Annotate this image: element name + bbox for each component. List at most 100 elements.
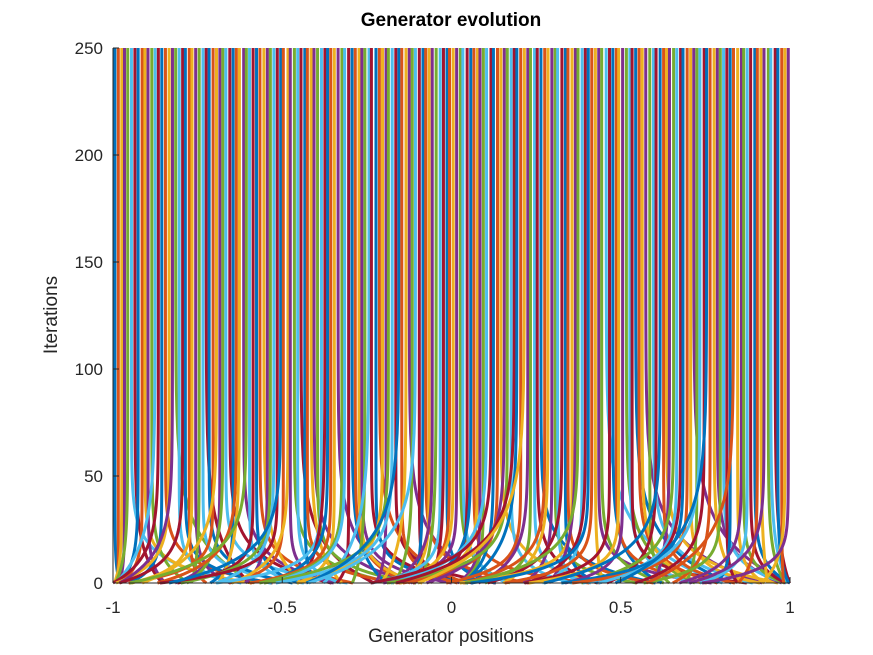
- y-tick-label: 200: [75, 146, 103, 165]
- generator-trajectory: [463, 48, 519, 585]
- generator-trajectory: [189, 48, 201, 584]
- generator-trajectory: [543, 48, 662, 585]
- generator-trajectory: [119, 48, 185, 585]
- generator-trajectory: [215, 48, 276, 585]
- y-tick-label: 150: [75, 253, 103, 272]
- x-tick-label: -0.5: [268, 598, 297, 617]
- generator-trajectory: [634, 48, 706, 585]
- generator-trajectory: [150, 48, 190, 585]
- generator-trajectory: [118, 48, 174, 585]
- generator-trajectory: [412, 48, 469, 585]
- generator-trajectory: [742, 48, 785, 585]
- y-axis: 0 50 100 150 200 250: [75, 39, 119, 593]
- generator-trajectory: [394, 48, 431, 585]
- generator-trajectory: [131, 48, 194, 585]
- generator-trajectory: [389, 48, 455, 585]
- generator-trajectory: [712, 48, 743, 585]
- generator-trajectory: [305, 48, 401, 585]
- generator-trajectory: [477, 48, 530, 585]
- generator-trajectory: [371, 48, 442, 585]
- generator-trajectory: [766, 48, 787, 584]
- x-axis: -1 -0.5 0 0.5 1: [105, 577, 795, 617]
- generator-trajectory: [216, 48, 241, 584]
- generator-trajectory: [305, 48, 401, 585]
- generator-trajectory: [634, 48, 732, 585]
- generator-trajectory: [350, 48, 388, 585]
- x-tick-label: 1: [785, 598, 794, 617]
- generator-trajectory: [267, 48, 347, 585]
- generator-trajectory: [228, 48, 285, 585]
- generator-trajectory: [374, 48, 469, 585]
- y-axis-label: Iterations: [41, 276, 62, 354]
- generator-trajectory: [541, 48, 584, 585]
- generator-trajectory: [382, 48, 459, 585]
- generator-trajectory: [370, 48, 493, 585]
- generator-trajectory: [678, 48, 743, 585]
- generator-trajectory: [180, 48, 272, 585]
- generator-trajectory: [699, 48, 749, 585]
- generator-trajectory: [648, 48, 671, 585]
- generator-trajectory: [459, 48, 574, 585]
- x-tick-label: 0.5: [609, 598, 633, 617]
- generator-trajectory: [263, 48, 330, 585]
- y-tick-label: 50: [84, 467, 103, 486]
- generator-trajectory: [611, 48, 663, 585]
- generator-trajectory: [194, 48, 231, 585]
- generator-trajectory: [461, 48, 508, 585]
- generator-trajectory: [417, 48, 526, 585]
- generator-trajectory: [504, 48, 594, 585]
- generator-trajectory: [524, 48, 612, 585]
- generator-trajectory: [464, 48, 580, 585]
- generator-trajectory: [393, 48, 414, 584]
- generator-trajectory: [259, 48, 344, 585]
- generator-trajectory: [249, 48, 333, 585]
- x-tick-label: -1: [105, 598, 120, 617]
- generator-trajectory: [129, 48, 248, 585]
- generator-trajectory: [308, 48, 417, 585]
- generator-trajectory: [614, 48, 708, 585]
- generator-trajectory: [528, 48, 621, 585]
- generator-trajectory: [400, 48, 458, 585]
- generator-trajectory: [753, 48, 791, 585]
- generator-trajectory: [387, 48, 434, 585]
- generator-trajectory: [780, 48, 786, 584]
- generator-trajectory: [187, 48, 208, 585]
- generator-trajectory: [701, 48, 790, 585]
- y-tick-label: 250: [75, 39, 103, 58]
- generator-trajectory: [168, 48, 283, 585]
- chart-title: Generator evolution: [361, 10, 542, 31]
- generator-trajectory: [288, 48, 333, 585]
- generator-trajectory: [672, 48, 712, 585]
- generator-trajectory: [424, 48, 530, 585]
- x-axis-label: Generator positions: [368, 626, 534, 647]
- generator-trajectory: [571, 48, 689, 585]
- generator-trajectory: [394, 48, 497, 585]
- generator-trajectory: [116, 48, 120, 584]
- generator-trajectory: [112, 48, 124, 584]
- generator-trajectory: [369, 48, 474, 585]
- generator-trajectory: [395, 48, 516, 585]
- generator-trajectory: [445, 48, 523, 585]
- generator-trajectory: [417, 48, 434, 584]
- generator-trajectory: [118, 48, 144, 585]
- generator-trajectory: [749, 48, 787, 585]
- generator-trajectory: [224, 48, 348, 585]
- generator-trajectory: [207, 48, 293, 585]
- generator-trajectory: [643, 48, 722, 585]
- generator-trajectory: [502, 48, 550, 585]
- generator-trajectory: [689, 48, 761, 585]
- generator-trajectory: [614, 48, 709, 585]
- x-tick-label: 0: [447, 598, 456, 617]
- generator-trajectory: [114, 48, 157, 585]
- generator-trajectory: [118, 48, 140, 584]
- generator-trajectory: [112, 48, 160, 585]
- generator-trajectory: [316, 48, 417, 585]
- generator-trajectory: [157, 48, 238, 585]
- generator-trajectory: [113, 48, 122, 584]
- generator-trajectory: [645, 48, 735, 585]
- generator-trajectory: [582, 48, 679, 585]
- generator-trajectory: [445, 48, 497, 585]
- generator-trajectory: [662, 48, 736, 585]
- generator-trajectory: [322, 48, 371, 585]
